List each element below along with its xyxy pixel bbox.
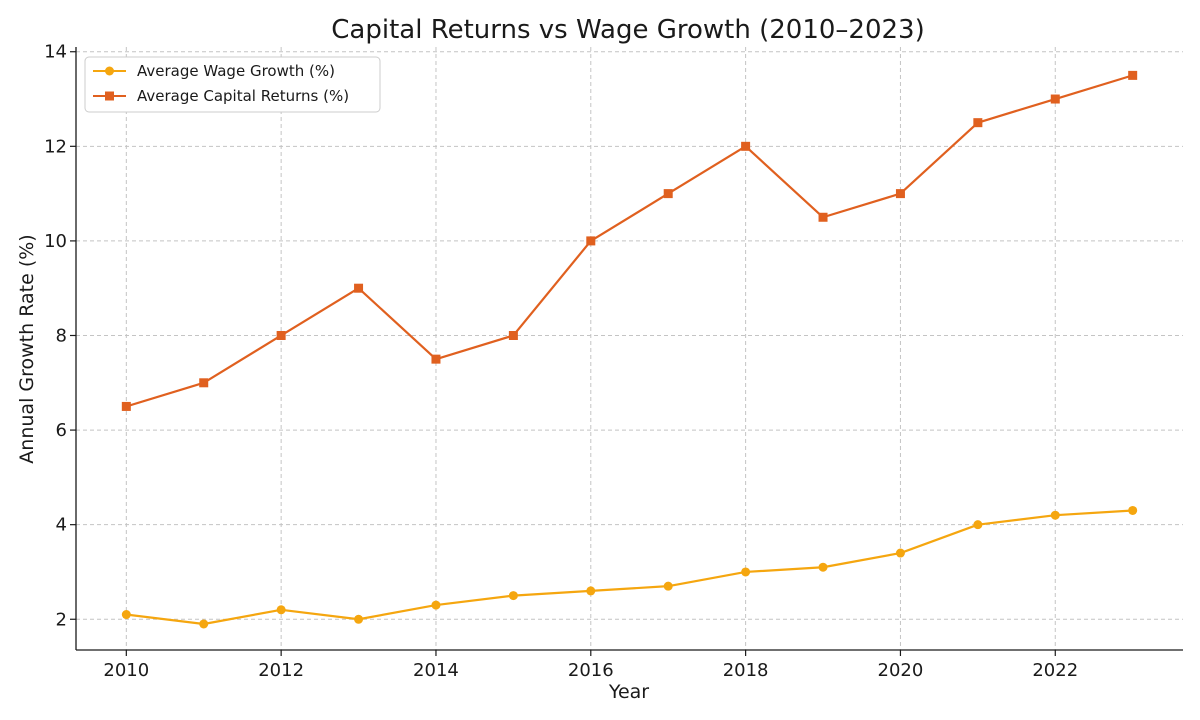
data-point xyxy=(199,378,209,388)
grid xyxy=(76,47,1183,650)
data-point xyxy=(354,614,364,624)
ticks: 2010 2012 2014 2016 2018 2020 2022 2 4 6 8 10 12 14 xyxy=(44,42,1078,681)
x-tick-label: 2012 xyxy=(258,660,304,681)
series-capital-returns xyxy=(121,70,1138,411)
data-point xyxy=(663,581,673,591)
x-tick-label: 2016 xyxy=(568,660,614,681)
axes xyxy=(75,47,1183,651)
x-tick-label: 2018 xyxy=(723,660,769,681)
data-point xyxy=(818,212,828,222)
data-point xyxy=(431,354,441,364)
data-point xyxy=(1050,510,1060,520)
series-line xyxy=(126,509,1133,626)
data-point xyxy=(973,520,983,530)
data-point xyxy=(1050,94,1060,104)
data-point xyxy=(895,189,905,199)
y-tick-label: 10 xyxy=(44,231,67,252)
data-point xyxy=(818,562,828,572)
legend-marker-wage xyxy=(105,66,114,76)
series-wage-growth xyxy=(121,505,1138,629)
series-line xyxy=(125,74,1134,408)
data-point xyxy=(354,283,364,293)
legend-box xyxy=(84,56,381,113)
x-tick-label: 2020 xyxy=(878,660,924,681)
data-point xyxy=(121,401,131,411)
data-point xyxy=(586,586,596,596)
series xyxy=(121,70,1138,629)
data-point xyxy=(741,567,751,577)
data-point xyxy=(276,330,286,340)
data-point xyxy=(276,605,286,615)
data-point xyxy=(199,619,209,629)
data-point xyxy=(121,610,131,620)
x-tick-label: 2022 xyxy=(1032,660,1078,681)
y-tick-label: 4 xyxy=(56,515,67,536)
data-point xyxy=(586,236,596,246)
data-point xyxy=(431,600,441,610)
y-tick-label: 12 xyxy=(44,136,67,157)
legend: Average Wage Growth (%) Average Capital … xyxy=(84,56,381,113)
legend-label-wage: Average Wage Growth (%) xyxy=(137,62,335,80)
data-point xyxy=(1128,70,1138,80)
data-point xyxy=(1128,505,1138,515)
data-point xyxy=(508,591,518,601)
data-point xyxy=(973,118,983,128)
data-point xyxy=(741,141,751,151)
x-tick-label: 2010 xyxy=(103,660,149,681)
y-axis-label: Annual Growth Rate (%) xyxy=(16,234,38,463)
x-tick-label: 2014 xyxy=(413,660,459,681)
chart-title: Capital Returns vs Wage Growth (2010–202… xyxy=(331,15,924,45)
legend-label-capital: Average Capital Returns (%) xyxy=(137,87,349,105)
legend-marker-capital xyxy=(105,91,114,101)
data-point xyxy=(663,189,673,199)
y-tick-label: 6 xyxy=(56,420,67,441)
y-tick-label: 14 xyxy=(44,42,67,63)
data-point xyxy=(895,548,905,558)
y-tick-label: 2 xyxy=(56,609,67,630)
data-point xyxy=(508,330,518,340)
x-axis-label: Year xyxy=(608,681,649,703)
y-tick-label: 8 xyxy=(56,325,67,346)
